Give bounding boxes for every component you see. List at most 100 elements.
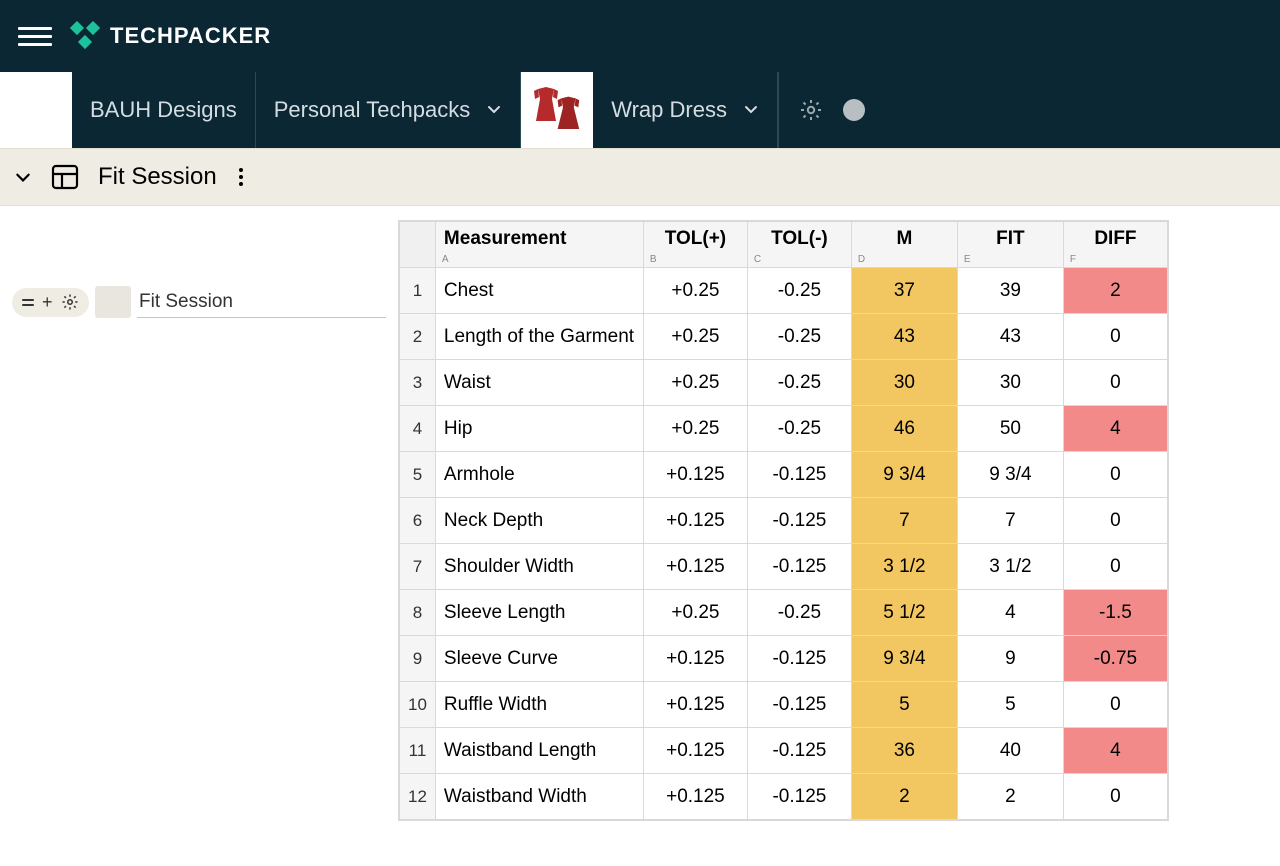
- gear-icon[interactable]: [61, 293, 79, 311]
- cell-measurement[interactable]: Shoulder Width: [435, 544, 643, 590]
- cell-fit[interactable]: 30: [957, 360, 1063, 406]
- cell-fit[interactable]: 3 1/2: [957, 544, 1063, 590]
- cell-tol_minus[interactable]: -0.25: [747, 406, 851, 452]
- cell-diff[interactable]: 0: [1063, 498, 1167, 544]
- cell-m[interactable]: 43: [851, 314, 957, 360]
- cell-tol_plus[interactable]: +0.125: [643, 728, 747, 774]
- drag-handle-icon[interactable]: [22, 299, 34, 306]
- row-number-cell[interactable]: 3: [400, 360, 436, 406]
- cell-tol_minus[interactable]: -0.125: [747, 544, 851, 590]
- row-number-cell[interactable]: 5: [400, 452, 436, 498]
- cell-m[interactable]: 46: [851, 406, 957, 452]
- cell-fit[interactable]: 4: [957, 590, 1063, 636]
- cell-diff[interactable]: 0: [1063, 314, 1167, 360]
- cell-diff[interactable]: 0: [1063, 544, 1167, 590]
- cell-tol_plus[interactable]: +0.25: [643, 360, 747, 406]
- add-icon[interactable]: +: [42, 292, 53, 313]
- cell-diff[interactable]: -1.5: [1063, 590, 1167, 636]
- cell-fit[interactable]: 39: [957, 268, 1063, 314]
- cell-tol_plus[interactable]: +0.125: [643, 774, 747, 820]
- cell-m[interactable]: 5 1/2: [851, 590, 957, 636]
- row-number-cell[interactable]: 1: [400, 268, 436, 314]
- cell-tol_plus[interactable]: +0.125: [643, 452, 747, 498]
- row-number-cell[interactable]: 11: [400, 728, 436, 774]
- product-thumbnail[interactable]: [521, 72, 593, 148]
- breadcrumb-workspace[interactable]: Personal Techpacks: [256, 72, 522, 148]
- column-header-fit[interactable]: FITE: [957, 222, 1063, 268]
- row-number-cell[interactable]: 12: [400, 774, 436, 820]
- cell-m[interactable]: 30: [851, 360, 957, 406]
- cell-tol_minus[interactable]: -0.25: [747, 268, 851, 314]
- cell-measurement[interactable]: Hip: [435, 406, 643, 452]
- cell-tol_minus[interactable]: -0.125: [747, 728, 851, 774]
- cell-measurement[interactable]: Chest: [435, 268, 643, 314]
- cell-measurement[interactable]: Length of the Garment: [435, 314, 643, 360]
- cell-m[interactable]: 2: [851, 774, 957, 820]
- section-more-button[interactable]: [235, 164, 247, 190]
- cell-measurement[interactable]: Armhole: [435, 452, 643, 498]
- cell-fit[interactable]: 2: [957, 774, 1063, 820]
- cell-fit[interactable]: 9 3/4: [957, 452, 1063, 498]
- breadcrumb-product[interactable]: Wrap Dress: [593, 72, 778, 148]
- cell-diff[interactable]: 0: [1063, 774, 1167, 820]
- column-header-diff[interactable]: DIFFF: [1063, 222, 1167, 268]
- column-header-m[interactable]: MD: [851, 222, 957, 268]
- column-header-tol_minus[interactable]: TOL(-)C: [747, 222, 851, 268]
- cell-tol_plus[interactable]: +0.125: [643, 498, 747, 544]
- cell-diff[interactable]: 4: [1063, 728, 1167, 774]
- cell-tol_minus[interactable]: -0.125: [747, 498, 851, 544]
- cell-measurement[interactable]: Waist: [435, 360, 643, 406]
- cell-tol_minus[interactable]: -0.125: [747, 774, 851, 820]
- cell-diff[interactable]: 0: [1063, 452, 1167, 498]
- cell-diff[interactable]: 2: [1063, 268, 1167, 314]
- cell-tol_plus[interactable]: +0.125: [643, 544, 747, 590]
- cell-tol_minus[interactable]: -0.125: [747, 452, 851, 498]
- row-number-cell[interactable]: 6: [400, 498, 436, 544]
- cell-tol_plus[interactable]: +0.25: [643, 590, 747, 636]
- cell-tol_minus[interactable]: -0.125: [747, 682, 851, 728]
- cell-diff[interactable]: 4: [1063, 406, 1167, 452]
- cell-diff[interactable]: 0: [1063, 682, 1167, 728]
- cell-tol_minus[interactable]: -0.125: [747, 636, 851, 682]
- card-label-input[interactable]: [137, 287, 386, 318]
- cell-m[interactable]: 36: [851, 728, 957, 774]
- settings-icon[interactable]: [799, 98, 823, 122]
- cell-tol_plus[interactable]: +0.125: [643, 636, 747, 682]
- card-item[interactable]: +: [12, 286, 386, 318]
- cell-measurement[interactable]: Waistband Length: [435, 728, 643, 774]
- cell-measurement[interactable]: Neck Depth: [435, 498, 643, 544]
- breadcrumb-org[interactable]: BAUH Designs: [72, 72, 256, 148]
- cell-m[interactable]: 37: [851, 268, 957, 314]
- row-number-cell[interactable]: 10: [400, 682, 436, 728]
- cell-tol_plus[interactable]: +0.25: [643, 406, 747, 452]
- cell-measurement[interactable]: Ruffle Width: [435, 682, 643, 728]
- cell-fit[interactable]: 43: [957, 314, 1063, 360]
- cell-m[interactable]: 7: [851, 498, 957, 544]
- cell-measurement[interactable]: Waistband Width: [435, 774, 643, 820]
- cell-measurement[interactable]: Sleeve Length: [435, 590, 643, 636]
- cell-tol_plus[interactable]: +0.125: [643, 682, 747, 728]
- cell-m[interactable]: 9 3/4: [851, 636, 957, 682]
- cell-diff[interactable]: 0: [1063, 360, 1167, 406]
- cell-measurement[interactable]: Sleeve Curve: [435, 636, 643, 682]
- collapse-toggle[interactable]: [14, 168, 32, 186]
- cell-tol_plus[interactable]: +0.25: [643, 314, 747, 360]
- cell-fit[interactable]: 9: [957, 636, 1063, 682]
- layout-icon[interactable]: [50, 162, 80, 192]
- brand-logo[interactable]: TECHPACKER: [70, 21, 271, 51]
- cell-m[interactable]: 3 1/2: [851, 544, 957, 590]
- cell-fit[interactable]: 40: [957, 728, 1063, 774]
- spreadsheet[interactable]: MeasurementATOL(+)BTOL(-)CMDFITEDIFFF 1C…: [398, 220, 1169, 821]
- row-number-cell[interactable]: 8: [400, 590, 436, 636]
- cell-fit[interactable]: 50: [957, 406, 1063, 452]
- cell-fit[interactable]: 5: [957, 682, 1063, 728]
- menu-button[interactable]: [18, 19, 52, 53]
- cell-tol_minus[interactable]: -0.25: [747, 590, 851, 636]
- row-number-cell[interactable]: 9: [400, 636, 436, 682]
- row-number-cell[interactable]: 7: [400, 544, 436, 590]
- cell-tol_minus[interactable]: -0.25: [747, 314, 851, 360]
- table-corner-cell[interactable]: [400, 222, 436, 268]
- column-header-tol_plus[interactable]: TOL(+)B: [643, 222, 747, 268]
- column-header-measurement[interactable]: MeasurementA: [435, 222, 643, 268]
- cell-fit[interactable]: 7: [957, 498, 1063, 544]
